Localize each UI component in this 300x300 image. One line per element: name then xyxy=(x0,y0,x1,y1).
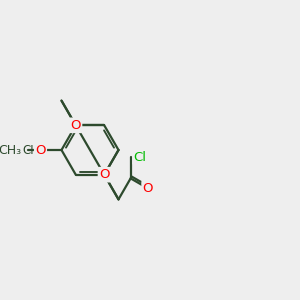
Text: O: O xyxy=(99,168,110,181)
Text: O: O xyxy=(35,143,46,157)
Text: CH₃: CH₃ xyxy=(0,143,22,157)
Text: Cl: Cl xyxy=(134,151,147,164)
Text: O: O xyxy=(70,119,81,132)
Text: O: O xyxy=(142,182,153,195)
Text: CH₃: CH₃ xyxy=(22,143,44,157)
Text: O: O xyxy=(35,143,46,157)
